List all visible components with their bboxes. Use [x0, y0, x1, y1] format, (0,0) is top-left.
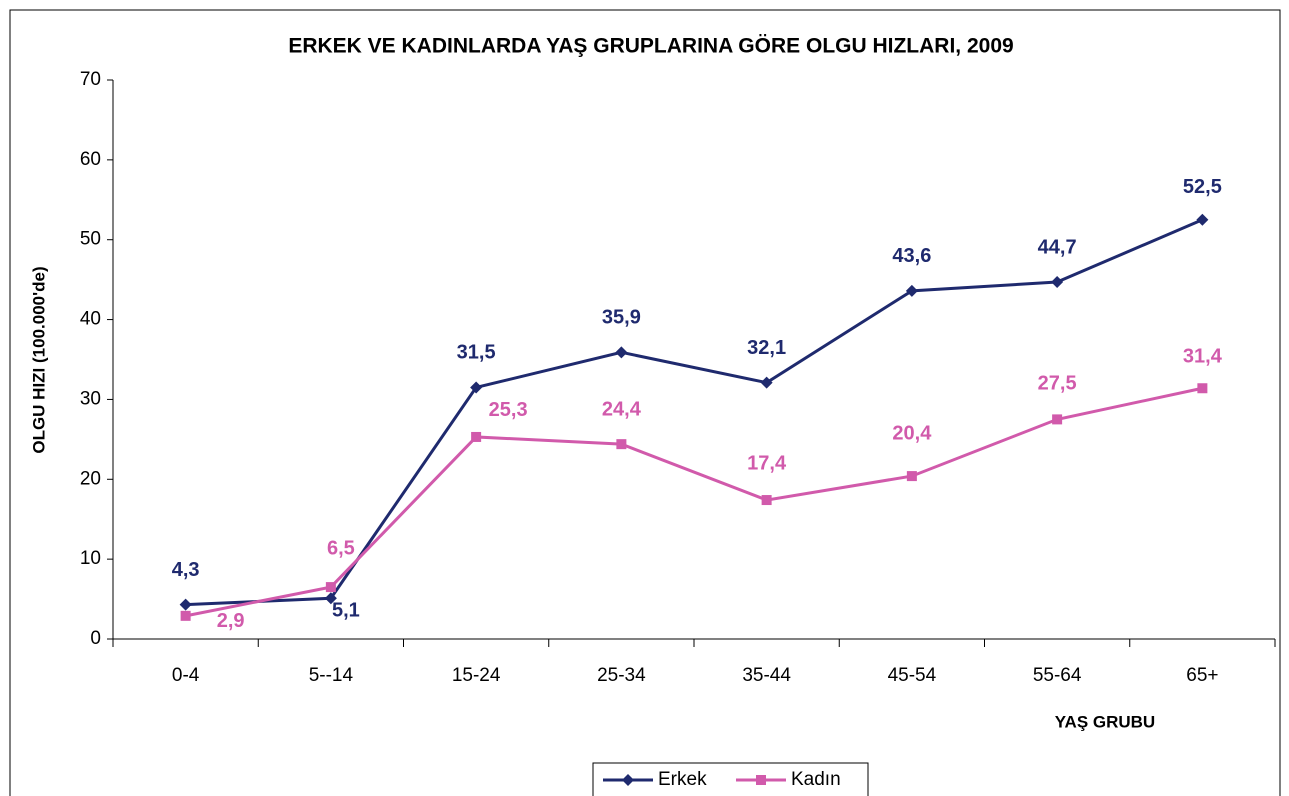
- y-tick-label: 40: [80, 309, 101, 330]
- data-label: 24,4: [602, 398, 642, 420]
- data-label: 31,4: [1183, 346, 1223, 368]
- legend-marker: [756, 775, 766, 785]
- x-tick-label: 35-44: [742, 665, 791, 686]
- legend-marker: [622, 774, 634, 786]
- data-point: [1197, 383, 1208, 394]
- data-point: [1051, 276, 1064, 289]
- data-point: [616, 439, 627, 450]
- y-axis-label: OLGU HIZI (100.000'de): [29, 266, 48, 453]
- data-label: 43,6: [892, 245, 931, 267]
- x-axis-label: YAŞ GRUBU: [1055, 712, 1155, 731]
- data-point: [324, 592, 337, 605]
- data-label: 20,4: [892, 422, 932, 444]
- x-tick-label: 5--14: [309, 665, 354, 686]
- data-point: [325, 582, 336, 593]
- y-tick-label: 10: [80, 548, 101, 569]
- data-label: 27,5: [1038, 373, 1077, 395]
- data-label: 5,1: [332, 600, 360, 622]
- legend-label: Erkek: [658, 769, 707, 790]
- data-point: [906, 471, 917, 482]
- data-point: [470, 381, 483, 394]
- data-point: [1196, 213, 1209, 226]
- data-point: [905, 284, 918, 297]
- y-tick-label: 60: [80, 149, 101, 170]
- data-label: 25,3: [489, 399, 528, 421]
- legend-label: Kadın: [791, 769, 841, 790]
- data-point: [761, 495, 772, 506]
- data-label: 52,5: [1183, 176, 1222, 198]
- x-tick-label: 15-24: [452, 665, 501, 686]
- chart-title: ERKEK VE KADINLARDA YAŞ GRUPLARINA GÖRE …: [288, 35, 1013, 58]
- data-label: 4,3: [172, 559, 200, 581]
- data-label: 17,4: [747, 452, 787, 474]
- x-tick-label: 55-64: [1033, 665, 1082, 686]
- x-tick-label: 45-54: [888, 665, 937, 686]
- data-point: [180, 610, 191, 621]
- y-tick-label: 20: [80, 468, 101, 489]
- data-label: 35,9: [602, 307, 641, 329]
- y-tick-label: 30: [80, 388, 101, 409]
- x-tick-label: 25-34: [597, 665, 646, 686]
- data-point: [760, 376, 773, 389]
- data-point: [179, 598, 192, 611]
- data-label: 6,5: [327, 537, 355, 559]
- chart-frame: [9, 9, 1281, 796]
- data-point: [1052, 414, 1063, 425]
- y-tick-label: 50: [80, 229, 101, 250]
- data-point: [615, 346, 628, 359]
- x-tick-label: 0-4: [172, 665, 200, 686]
- series-line: [185, 386, 1203, 618]
- data-label: 2,9: [217, 610, 245, 632]
- x-tick-label: 65+: [1186, 665, 1218, 686]
- y-tick-label: 70: [80, 69, 101, 90]
- data-label: 31,5: [457, 342, 496, 364]
- data-point: [471, 431, 482, 442]
- data-label: 32,1: [747, 337, 786, 359]
- y-tick-label: 0: [90, 628, 101, 649]
- data-label: 44,7: [1038, 236, 1077, 258]
